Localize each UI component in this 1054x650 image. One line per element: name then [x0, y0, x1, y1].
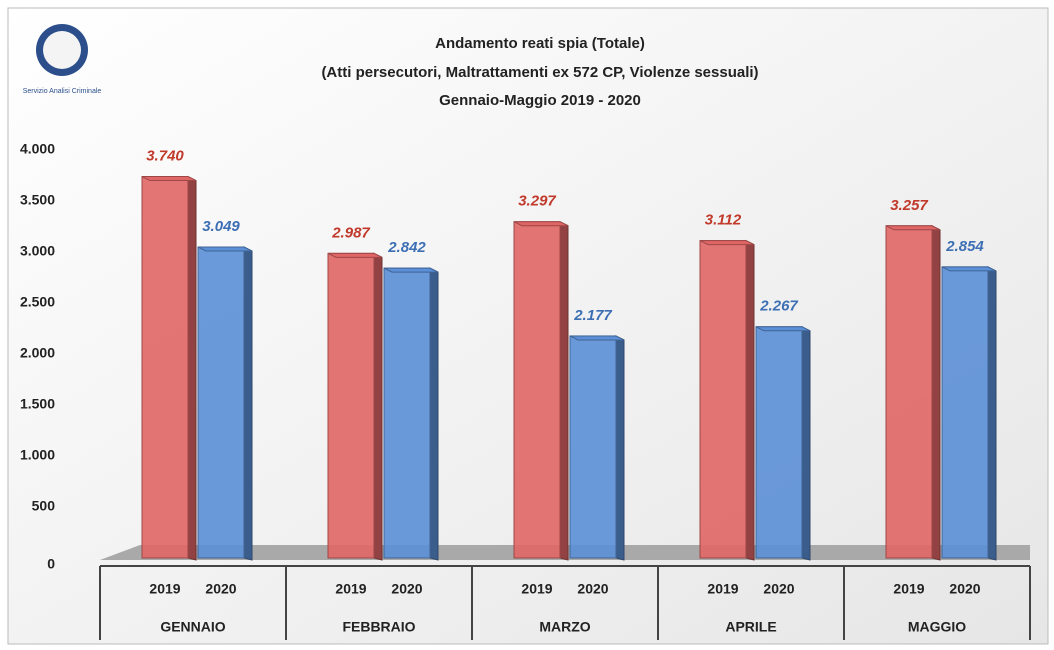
bar [941, 266, 989, 559]
x-sub-label: 2020 [391, 581, 422, 597]
bar-side [987, 266, 997, 561]
value-label: 3.297 [518, 193, 556, 210]
bar-side [243, 246, 253, 561]
x-sub-label: 2020 [205, 581, 236, 597]
x-tick-label: GENNAIO [160, 619, 225, 635]
value-label: 2.177 [573, 307, 612, 324]
x-tick-label: APRILE [725, 619, 776, 635]
bar [197, 246, 245, 559]
bar-top [569, 335, 625, 341]
bar-top [513, 221, 569, 227]
bar-side [559, 220, 569, 561]
bar-top [141, 176, 197, 182]
y-tick-label: 0 [47, 556, 55, 572]
logo [36, 24, 88, 76]
x-sub-label: 2019 [521, 581, 552, 597]
value-label: 2.267 [759, 298, 798, 315]
x-sub-label: 2019 [149, 581, 180, 597]
bar-top [197, 246, 253, 252]
x-tick-label: MAGGIO [908, 619, 966, 635]
bar-side [745, 239, 755, 561]
y-tick-label: 4.000 [20, 141, 55, 157]
bar-top [383, 267, 439, 273]
bar-top [755, 326, 811, 332]
value-label: 3.049 [202, 218, 240, 235]
chart-subtitle: (Atti persecutori, Maltrattamenti ex 572… [321, 64, 758, 81]
chart-title: Andamento reati spia (Totale) [435, 35, 645, 52]
y-tick-label: 3.000 [20, 243, 55, 259]
x-sub-label: 2019 [335, 581, 366, 597]
x-sub-label: 2019 [707, 581, 738, 597]
bar [141, 176, 189, 559]
bar-side [931, 224, 941, 561]
bar-side [429, 267, 439, 561]
bar [327, 252, 375, 559]
logo-inner [43, 31, 81, 69]
value-label: 3.257 [890, 197, 928, 214]
x-sub-label: 2020 [763, 581, 794, 597]
bar-side [615, 335, 625, 561]
value-label: 3.740 [146, 147, 184, 164]
chart-period: Gennaio-Maggio 2019 - 2020 [439, 92, 641, 109]
bar-top [699, 240, 755, 246]
y-tick-label: 1.500 [20, 396, 55, 412]
value-label: 2.854 [945, 238, 984, 255]
bar-top [885, 225, 941, 231]
y-tick-label: 2.000 [20, 345, 55, 361]
bar [755, 326, 803, 559]
logo-text: Servizio Analisi Criminale [23, 88, 102, 95]
bar [513, 221, 561, 559]
x-tick-label: MARZO [539, 619, 590, 635]
bar [885, 225, 933, 559]
x-tick-label: FEBBRAIO [342, 619, 415, 635]
bar-side [801, 325, 811, 561]
bar-top [941, 266, 997, 272]
x-sub-label: 2020 [949, 581, 980, 597]
x-sub-label: 2020 [577, 581, 608, 597]
bar-side [373, 252, 383, 561]
y-tick-label: 500 [32, 498, 56, 514]
bar-side [187, 175, 197, 561]
value-label: 3.112 [705, 212, 742, 229]
y-tick-label: 2.500 [20, 294, 55, 310]
y-tick-label: 3.500 [20, 192, 55, 208]
y-tick-label: 1.000 [20, 447, 55, 463]
bar-top [327, 252, 383, 258]
bar [569, 335, 617, 559]
value-label: 2.987 [331, 224, 370, 241]
bar [383, 267, 431, 559]
x-sub-label: 2019 [893, 581, 924, 597]
bar [699, 240, 747, 559]
value-label: 2.842 [387, 239, 426, 256]
